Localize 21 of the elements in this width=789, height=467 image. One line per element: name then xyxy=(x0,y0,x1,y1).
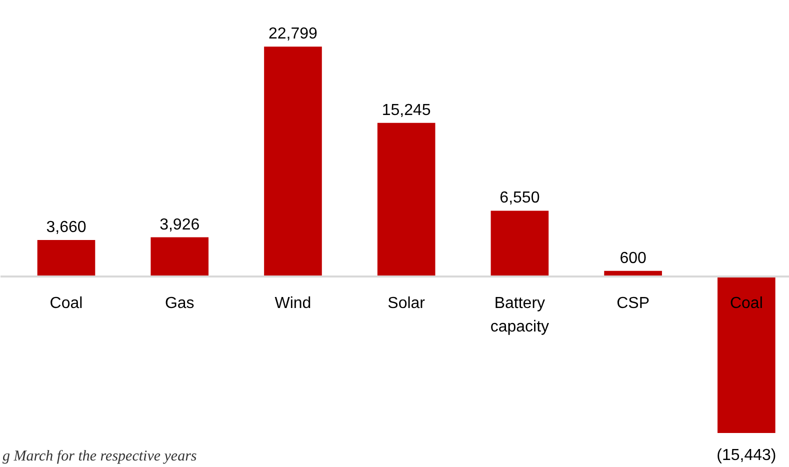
data-label: 3,926 xyxy=(160,216,200,234)
x-tick-label: Wind xyxy=(274,294,312,312)
x-tick-label: Coal xyxy=(50,294,83,312)
x-tick-label: Battery capacity xyxy=(490,294,550,336)
data-label: (15,443) xyxy=(716,446,776,464)
bar xyxy=(264,46,322,277)
data-label: 6,550 xyxy=(500,190,540,207)
data-label: 15,245 xyxy=(382,102,431,119)
x-tick-label: Gas xyxy=(164,294,194,312)
bar xyxy=(37,240,96,277)
data-label: 3,660 xyxy=(46,218,86,236)
text: g March for the respective years xyxy=(2,448,197,464)
bar xyxy=(377,122,436,277)
x-tick-label: CSP xyxy=(616,294,650,312)
data-label: 600 xyxy=(620,250,647,267)
bar xyxy=(718,276,776,433)
bar xyxy=(490,210,549,277)
data-label: 22,799 xyxy=(268,26,318,43)
bar xyxy=(150,237,209,277)
x-tick-label: Solar xyxy=(388,294,426,312)
x-tick-label: Coal xyxy=(730,294,763,312)
